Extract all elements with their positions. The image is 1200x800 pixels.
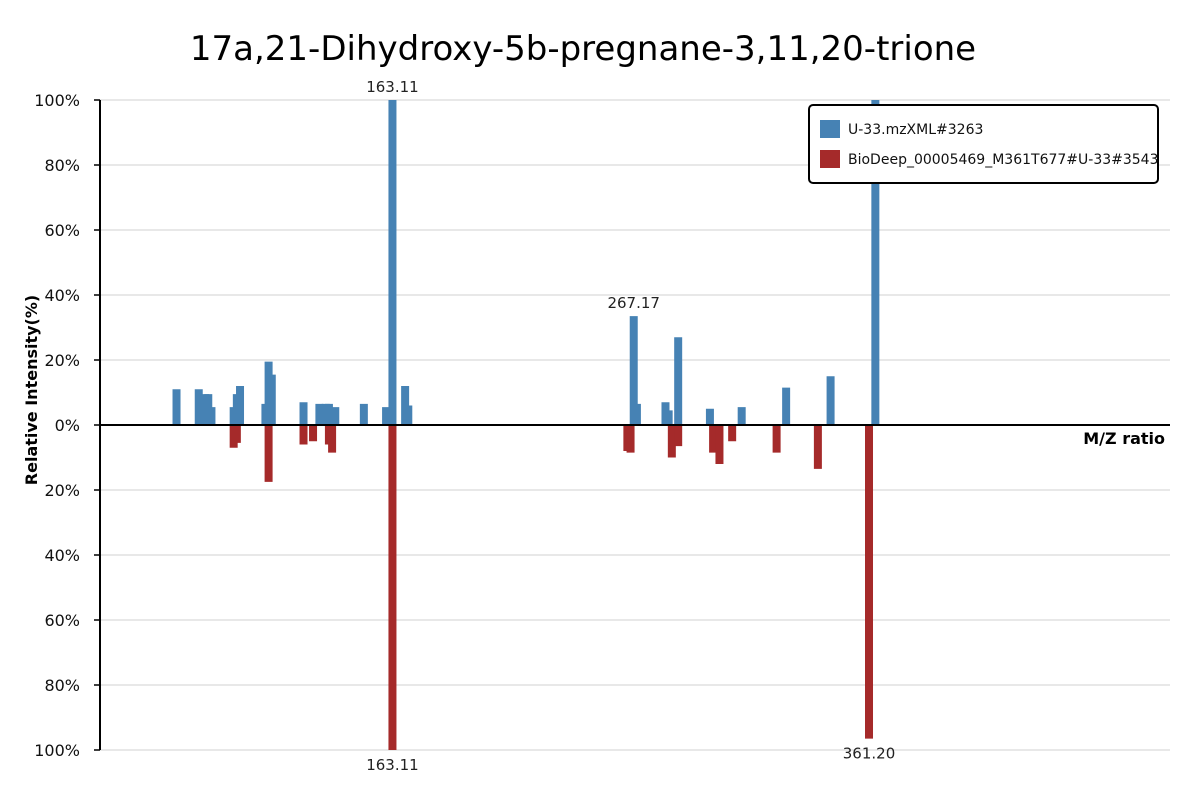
x-axis-label: M/Z ratio xyxy=(1083,429,1165,448)
query-peak-bar xyxy=(664,410,673,425)
reference-peak-bar xyxy=(674,425,683,447)
reference-peak-bar xyxy=(328,425,337,453)
query-peak-bar xyxy=(267,374,276,425)
peak-mz-label: 267.17 xyxy=(607,294,660,312)
query-peak-bar xyxy=(299,402,308,425)
query-peak-bar xyxy=(705,408,714,425)
query-peak-bar xyxy=(236,386,245,425)
chart-title: 17a,21-Dihydroxy-5b-pregnane-3,11,20-tri… xyxy=(190,29,976,69)
peak-mz-label: 163.11 xyxy=(366,78,419,96)
reference-peak-bar xyxy=(667,425,676,458)
y-tick-label: 0% xyxy=(55,416,80,435)
reference-peak-bar xyxy=(772,425,781,453)
y-tick-label: 60% xyxy=(44,611,80,630)
reference-peak-bar xyxy=(232,425,241,443)
y-tick-label: 60% xyxy=(44,221,80,240)
peak-labels: 163.11 267.17 163.11 361.20 xyxy=(366,78,895,774)
reference-peak-bar xyxy=(388,425,397,750)
reference-peak-bar xyxy=(865,425,874,739)
reference-peak-bar xyxy=(728,425,737,442)
peak-mz-label: 361.20 xyxy=(843,745,896,763)
y-tick-label: 20% xyxy=(44,481,80,500)
query-peak-bar xyxy=(315,403,324,425)
reference-peak-bar xyxy=(264,425,273,482)
y-tick-labels: 100% 80% 60% 40% 20% 0% 20% 40% 60% 80% 100% xyxy=(34,91,100,760)
query-peak-bar xyxy=(172,389,181,425)
query-peak-bar xyxy=(359,403,368,425)
reference-peak-bar xyxy=(626,425,635,453)
y-tick-label: 20% xyxy=(44,351,80,370)
legend-swatch-query xyxy=(820,120,840,138)
query-peak-bar xyxy=(826,376,835,425)
axes xyxy=(99,100,1170,750)
reference-peak-bar xyxy=(813,425,822,469)
legend-swatch-reference xyxy=(820,150,840,168)
reference-peak-bar xyxy=(715,425,724,464)
query-peak-bar xyxy=(782,387,791,425)
query-peak-bar xyxy=(632,403,641,425)
y-tick-label: 80% xyxy=(44,676,80,695)
query-peak-bar xyxy=(388,100,397,425)
query-peak-bar xyxy=(871,100,880,425)
reference-peak-bar xyxy=(309,425,318,442)
y-tick-label: 100% xyxy=(34,741,80,760)
query-peak-bar xyxy=(324,403,333,425)
legend: U-33.mzXML#3263 BioDeep_00005469_M361T67… xyxy=(808,104,1159,184)
y-tick-label: 80% xyxy=(44,156,80,175)
peak-mz-label: 163.11 xyxy=(366,756,419,774)
legend-label-query: U-33.mzXML#3263 xyxy=(848,122,983,138)
query-peak-bar xyxy=(404,405,413,425)
y-tick-label: 40% xyxy=(44,286,80,305)
query-peak-bar xyxy=(382,407,391,425)
y-tick-label: 100% xyxy=(34,91,80,110)
y-tick-label: 40% xyxy=(44,546,80,565)
y-axis-label: Relative Intensity(%) xyxy=(22,295,41,485)
reference-peak-bar xyxy=(299,425,308,445)
legend-label-reference: BioDeep_00005469_M361T677#U-33#3543 xyxy=(848,152,1159,168)
spectrum-bars xyxy=(172,100,880,750)
query-peak-bar xyxy=(674,337,683,425)
legend-box xyxy=(808,104,1159,184)
query-peak-bar xyxy=(737,407,746,425)
query-peak-bar xyxy=(207,407,216,425)
reference-peak-bar xyxy=(709,425,718,453)
query-peak-bar xyxy=(629,316,638,425)
query-peak-bar xyxy=(331,407,340,425)
